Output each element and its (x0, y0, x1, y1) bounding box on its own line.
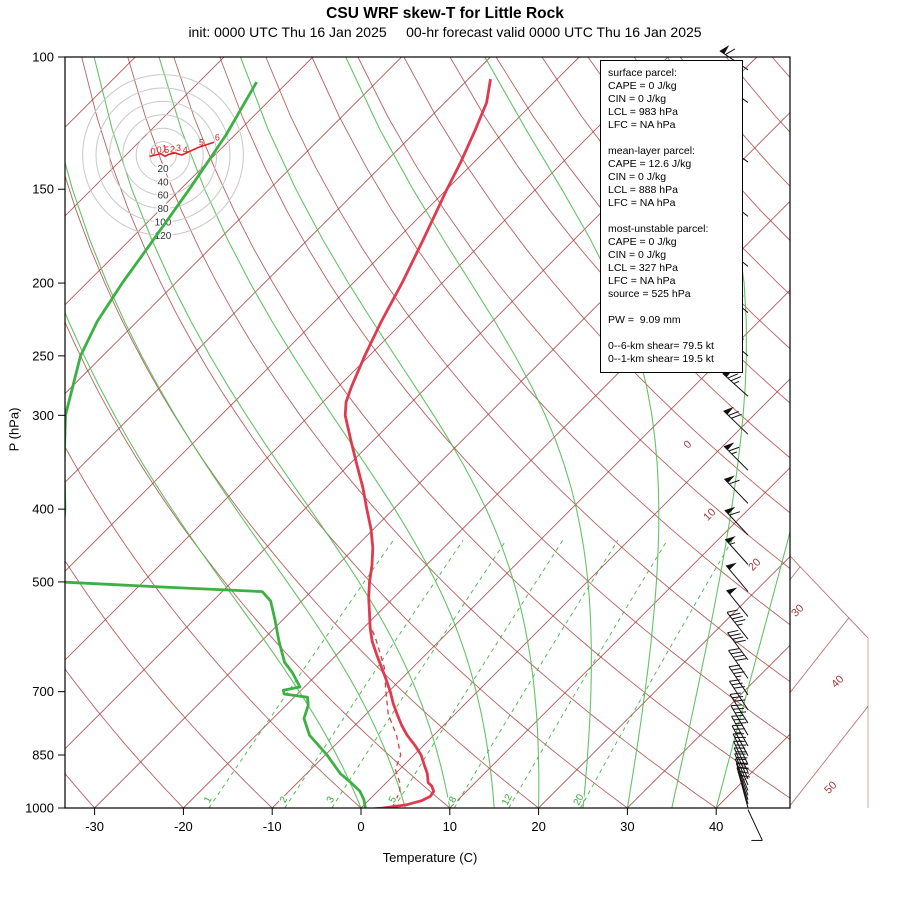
svg-text:40: 40 (157, 177, 169, 188)
info-line: CAPE = 0 J/kg (608, 80, 677, 92)
svg-text:1: 1 (162, 144, 167, 154)
wind-barb (726, 609, 749, 640)
svg-text:3: 3 (176, 143, 181, 153)
info-line: LCL = 327 hPa (608, 262, 678, 274)
svg-text:0: 0 (681, 438, 694, 451)
svg-text:10: 10 (443, 819, 457, 834)
wind-barb (728, 664, 749, 696)
svg-text:20: 20 (746, 556, 763, 573)
info-line: 0--6-km shear= 79.5 kt (608, 340, 714, 352)
svg-text:-30: -30 (85, 819, 104, 834)
temperature-curve (343, 78, 492, 808)
wind-barb (724, 506, 749, 536)
chart-subtitle: init: 0000 UTC Thu 16 Jan 2025 00-hr for… (188, 24, 702, 40)
svg-text:850: 850 (32, 747, 54, 762)
wind-barb (724, 536, 749, 565)
svg-text:200: 200 (32, 276, 54, 291)
svg-text:0: 0 (151, 146, 156, 156)
wind-barb (723, 406, 749, 435)
svg-text:250: 250 (32, 348, 54, 363)
svg-text:3: 3 (325, 794, 338, 804)
info-section: most-unstable parcel: CAPE = 0 J/kg CIN = … (608, 223, 740, 301)
svg-text:5: 5 (199, 138, 204, 148)
wind-barb (726, 587, 749, 617)
info-line: CIN = 0 J/kg (608, 171, 667, 183)
svg-text:50: 50 (822, 779, 839, 796)
svg-text:700: 700 (32, 684, 54, 699)
info-section: mean-layer parcel: CAPE = 12.6 J/kg CIN = … (608, 145, 740, 210)
wind-barb (724, 475, 749, 504)
wind-barb (732, 733, 749, 765)
wind-barb (728, 648, 749, 679)
isotherm-edge-labels: 0 10 20 30 40 50 (679, 436, 848, 798)
info-line: LFC = NA hPa (608, 197, 676, 209)
svg-text:1000: 1000 (25, 801, 54, 816)
info-line: LFC = NA hPa (608, 275, 676, 287)
svg-text:-10: -10 (263, 819, 282, 834)
svg-text:500: 500 (32, 574, 54, 589)
svg-text:30: 30 (789, 602, 806, 619)
info-line: CAPE = 0 J/kg (608, 236, 677, 248)
background-grid (65, 57, 790, 808)
chart-title: CSU WRF skew-T for Little Rock (326, 5, 564, 22)
info-line: LCL = 888 hPa (608, 184, 678, 196)
svg-text:12: 12 (500, 792, 515, 807)
svg-text:2: 2 (170, 144, 175, 154)
info-section-header: surface parcel: (608, 67, 677, 79)
svg-text:300: 300 (32, 408, 54, 423)
info-line: PW = 9.09 mm (608, 314, 681, 326)
wind-barb (729, 692, 749, 724)
info-line: 0--1-km shear= 19.5 kt (608, 353, 714, 365)
svg-text:400: 400 (32, 502, 54, 517)
info-line: CIN = 0 J/kg (608, 93, 667, 105)
info-section: PW = 9.09 mm (608, 314, 740, 327)
svg-text:10: 10 (701, 506, 718, 523)
info-line: LFC = NA hPa (608, 119, 676, 131)
svg-text:1: 1 (202, 794, 215, 804)
sounding-profiles (65, 78, 492, 808)
svg-text:0.5: 0.5 (157, 145, 170, 155)
svg-text:60: 60 (157, 191, 169, 202)
wind-barb (723, 442, 749, 471)
wind-barb (722, 369, 749, 397)
svg-text:20: 20 (157, 164, 169, 175)
svg-text:0: 0 (357, 819, 364, 834)
x-axis-label: Temperature (C) (382, 850, 478, 865)
axis-ticks: -30 -20 -10 0 10 20 30 401001502002503004005007… (25, 50, 723, 835)
parcel-trace (367, 618, 402, 808)
info-section: surface parcel: CAPE = 0 J/kg CIN = 0 J/kg… (608, 67, 740, 132)
right-extension-grid (790, 556, 868, 808)
svg-text:80: 80 (157, 204, 169, 215)
svg-text:100: 100 (32, 50, 54, 65)
svg-text:-20: -20 (174, 819, 193, 834)
info-section: 0--6-km shear= 79.5 kt 0--1-km shear= 19.… (608, 340, 740, 366)
wind-barb (725, 562, 749, 592)
info-section-header: mean-layer parcel: (608, 145, 695, 157)
dewpoint-curve (65, 81, 367, 808)
wind-barb (747, 809, 763, 841)
svg-text:30: 30 (620, 819, 634, 834)
svg-text:40: 40 (709, 819, 723, 834)
info-line: CAPE = 12.6 J/kg (608, 158, 692, 170)
plot-border (64, 56, 791, 809)
svg-text:150: 150 (32, 182, 54, 197)
info-line: LCL = 983 hPa (608, 106, 678, 118)
y-axis-label: P (hPa) (6, 407, 22, 452)
info-line: source = 525 hPa (608, 288, 691, 300)
svg-text:6: 6 (215, 132, 220, 142)
hodograph-trace (149, 141, 215, 158)
svg-text:4: 4 (183, 145, 188, 155)
parcel-info-box: surface parcel: CAPE = 0 J/kg CIN = 0 J/kg… (600, 60, 743, 373)
svg-text:20: 20 (531, 819, 545, 834)
info-section-header: most-unstable parcel: (608, 223, 709, 235)
info-line: CIN = 0 J/kg (608, 249, 667, 261)
svg-text:40: 40 (829, 673, 846, 690)
wind-barb (727, 629, 749, 661)
